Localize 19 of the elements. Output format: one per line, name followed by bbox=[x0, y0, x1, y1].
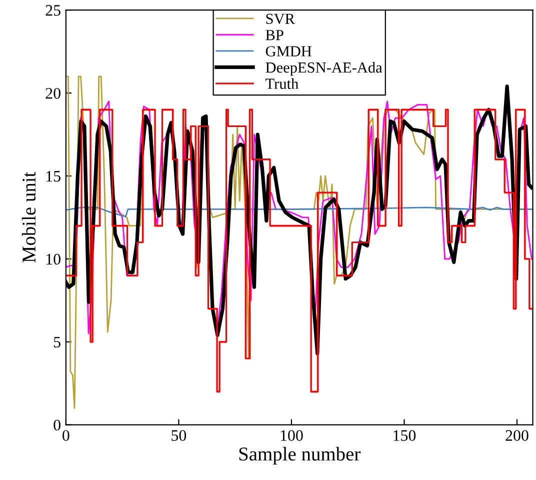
y-tick-label: 15 bbox=[46, 170, 60, 182]
y-tick-label: 20 bbox=[46, 88, 60, 99]
legend-label: DeepESN-AE-Ada bbox=[266, 62, 382, 76]
y-tick-label: 25 bbox=[46, 5, 60, 16]
x-axis-title: Sample number bbox=[239, 446, 360, 465]
x-tick-label: 0 bbox=[62, 430, 70, 441]
x-tick-label: 50 bbox=[172, 430, 186, 441]
x-tick-label: 200 bbox=[506, 430, 528, 441]
y-axis-title: Mobile unit bbox=[22, 172, 36, 263]
legend-label: GMDH bbox=[266, 46, 312, 56]
y-tick-label: 10 bbox=[46, 254, 60, 265]
y-tick-label: 0 bbox=[54, 420, 60, 430]
x-tick-label: 100 bbox=[280, 430, 303, 441]
legend-label: BP bbox=[266, 30, 284, 40]
legend-label: Truth bbox=[266, 78, 298, 89]
y-tick-label: 5 bbox=[54, 336, 60, 348]
legend-label: SVR bbox=[266, 14, 295, 24]
x-tick-label: 150 bbox=[394, 430, 416, 441]
line-series bbox=[66, 206, 532, 218]
